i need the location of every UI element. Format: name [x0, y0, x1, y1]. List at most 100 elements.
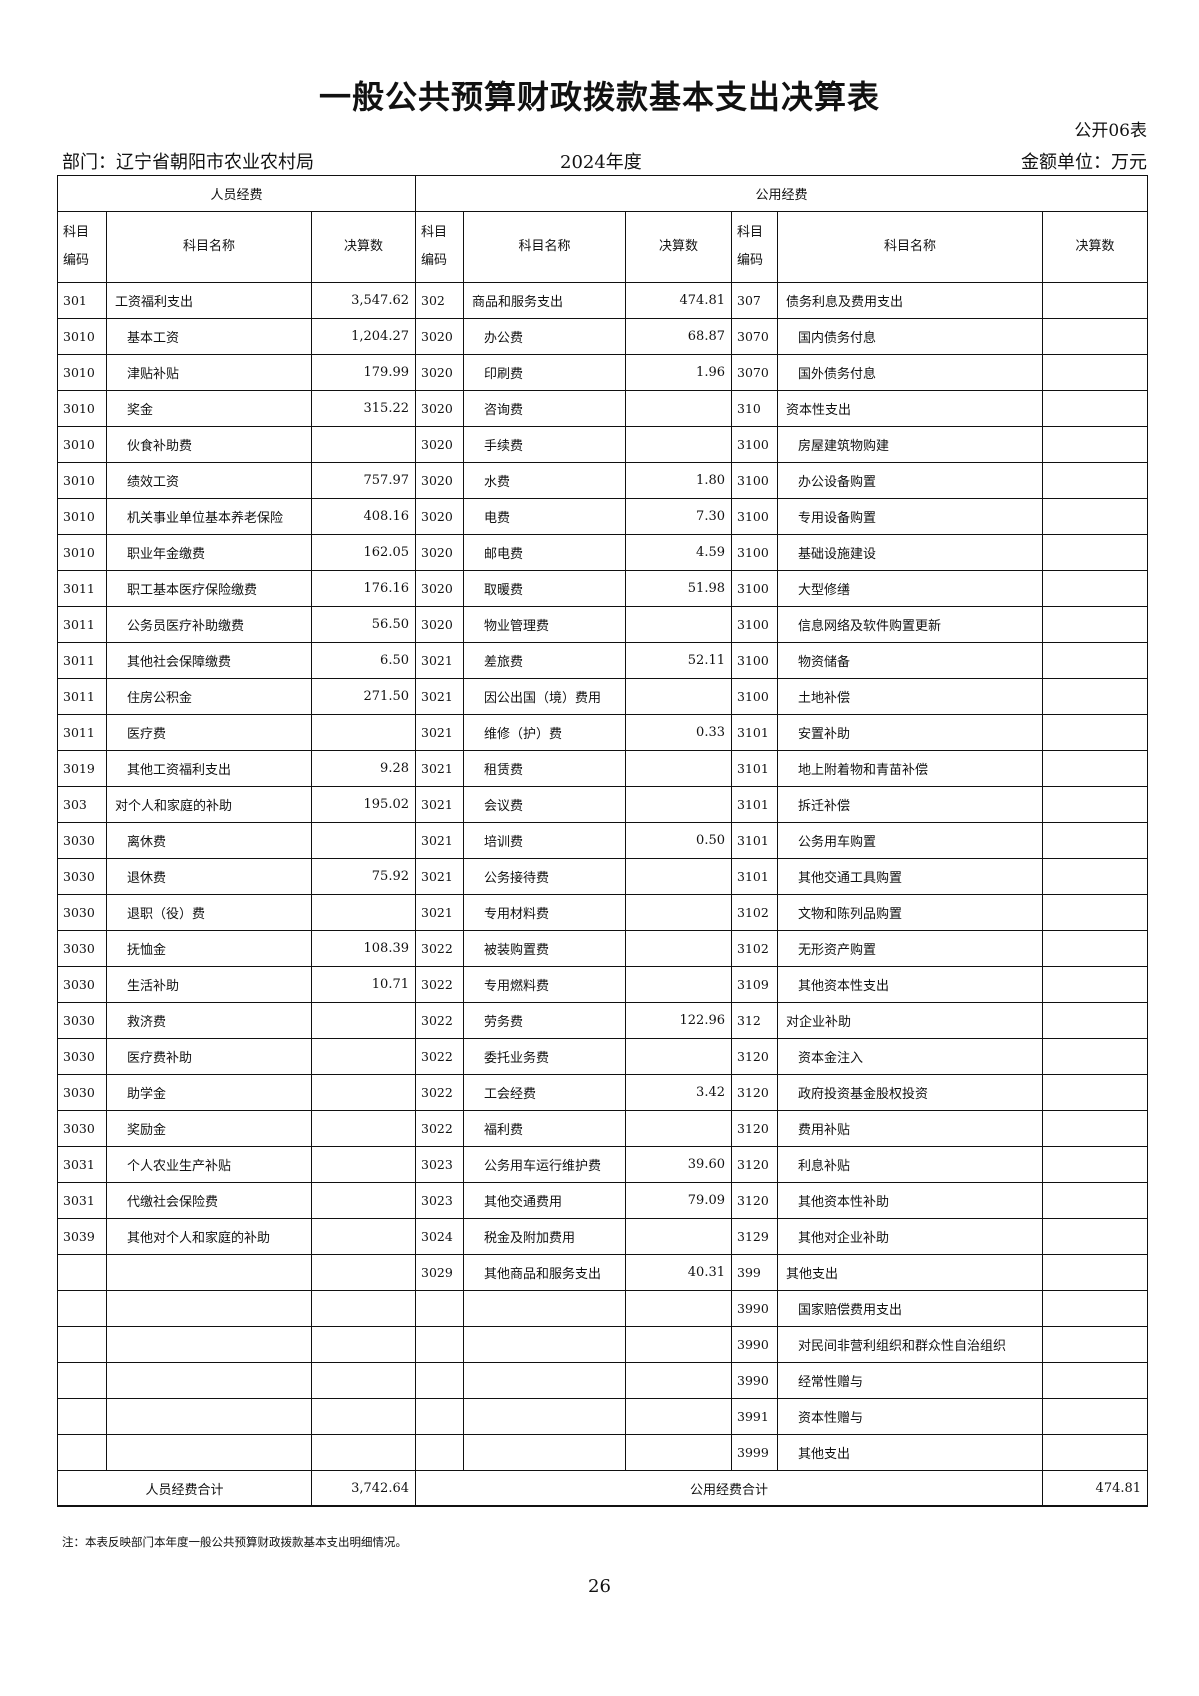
- goods-amount: [625, 426, 732, 463]
- personnel-code: [57, 1290, 107, 1327]
- table-row: 3010 津贴补贴 179.99 3020 印刷费 1.96 3070 国外债务付息: [57, 354, 1149, 391]
- amount-unit: 金额单位：万元: [1021, 152, 1147, 173]
- goods-amount: 0.50: [625, 822, 732, 859]
- goods-name: 印刷费: [463, 354, 626, 391]
- goods-code: 3021: [415, 750, 464, 787]
- goods-code: 3021: [415, 714, 464, 751]
- table-row: 3011 其他社会保障缴费 6.50 3021 差旅费 52.11 3100 物资储备: [57, 642, 1149, 679]
- other-code: 3101: [731, 858, 778, 895]
- other-name: 信息网络及软件购置更新: [777, 606, 1043, 643]
- personnel-name: 代缴社会保险费: [106, 1182, 312, 1219]
- other-code: 3100: [731, 498, 778, 535]
- other-name: 资本性支出: [777, 390, 1043, 427]
- footnote: 注：本表反映部门本年度一般公共预算财政拨款基本支出明细情况。: [62, 1535, 407, 1549]
- other-name: 土地补偿: [777, 678, 1043, 715]
- goods-code: 3021: [415, 678, 464, 715]
- personnel-amount: [311, 1182, 416, 1219]
- personnel-amount: [311, 1218, 416, 1255]
- table-row: 3011 医疗费 3021 维修（护）费 0.33 3101 安置补助: [57, 714, 1149, 751]
- other-name: 基础设施建设: [777, 534, 1043, 571]
- goods-amount: 68.87: [625, 318, 732, 355]
- other-code: 312: [731, 1002, 778, 1039]
- other-amount: [1041, 1290, 1149, 1327]
- goods-code: 3022: [415, 1002, 464, 1039]
- goods-name: 福利费: [463, 1110, 626, 1147]
- goods-code: [415, 1398, 464, 1435]
- goods-amount: [625, 1110, 732, 1147]
- personnel-amount: [311, 1038, 416, 1075]
- personnel-code: [57, 1254, 107, 1291]
- personnel-name: 公务员医疗补助缴费: [106, 606, 312, 643]
- goods-amount: 79.09: [625, 1182, 732, 1219]
- other-name: 对企业补助: [777, 1002, 1043, 1039]
- goods-code: 3022: [415, 930, 464, 967]
- goods-code: 3020: [415, 570, 464, 607]
- table-row: 303 对个人和家庭的补助 195.02 3021 会议费 3101 拆迁补偿: [57, 786, 1149, 823]
- goods-code: 3029: [415, 1254, 464, 1291]
- col-name: 科目名称: [777, 211, 1043, 283]
- other-code: 3120: [731, 1074, 778, 1111]
- goods-name: 培训费: [463, 822, 626, 859]
- personnel-name: 生活补助: [106, 966, 312, 1003]
- goods-amount: 122.96: [625, 1002, 732, 1039]
- goods-amount: [625, 390, 732, 427]
- personnel-name: 退休费: [106, 858, 312, 895]
- personnel-name: 津贴补贴: [106, 354, 312, 391]
- table-row: 3991 资本性赠与: [57, 1398, 1149, 1435]
- other-code: 3990: [731, 1290, 778, 1327]
- personnel-amount: 757.97: [311, 462, 416, 499]
- other-name: 地上附着物和青苗补偿: [777, 750, 1043, 787]
- other-amount: [1041, 1002, 1149, 1039]
- public-total-label: 公用经费合计: [415, 1470, 1043, 1507]
- other-name: 其他资本性支出: [777, 966, 1043, 1003]
- other-amount: [1041, 930, 1149, 967]
- other-amount: [1041, 858, 1149, 895]
- personnel-name: 救济费: [106, 1002, 312, 1039]
- other-name: 资本金注入: [777, 1038, 1043, 1075]
- personnel-code: 3030: [57, 822, 107, 859]
- goods-amount: 4.59: [625, 534, 732, 571]
- goods-amount: [625, 750, 732, 787]
- personnel-amount: 75.92: [311, 858, 416, 895]
- table-row: 3030 抚恤金 108.39 3022 被装购置费 3102 无形资产购置: [57, 930, 1149, 967]
- personnel-code: 3010: [57, 426, 107, 463]
- table-row: 3011 住房公积金 271.50 3021 因公出国（境）费用 3100 土地补偿: [57, 678, 1149, 715]
- department: 部门：辽宁省朝阳市农业农村局: [62, 152, 314, 173]
- goods-name: 劳务费: [463, 1002, 626, 1039]
- goods-code: 302: [415, 282, 464, 319]
- personnel-code: 3010: [57, 318, 107, 355]
- table-row: 3031 个人农业生产补贴 3023 公务用车运行维护费 39.60 3120 利息补贴: [57, 1146, 1149, 1183]
- goods-amount: [625, 930, 732, 967]
- page-title: 一般公共预算财政拨款基本支出决算表: [318, 78, 880, 116]
- table-row: 3010 职业年金缴费 162.05 3020 邮电费 4.59 3100 基础设施建设: [57, 534, 1149, 571]
- other-name: 国家赔偿费用支出: [777, 1290, 1043, 1327]
- table-row: 3010 伙食补助费 3020 手续费 3100 房屋建筑物购建: [57, 426, 1149, 463]
- other-name: 其他支出: [777, 1254, 1043, 1291]
- other-name: 国外债务付息: [777, 354, 1043, 391]
- goods-amount: 40.31: [625, 1254, 732, 1291]
- personnel-code: 3030: [57, 1038, 107, 1075]
- personnel-amount: [311, 1326, 416, 1363]
- goods-name: 办公费: [463, 318, 626, 355]
- personnel-amount: [311, 1398, 416, 1435]
- personnel-code: 3019: [57, 750, 107, 787]
- goods-name: 商品和服务支出: [463, 282, 626, 319]
- personnel-code: 3011: [57, 678, 107, 715]
- personnel-name: 职工基本医疗保险缴费: [106, 570, 312, 607]
- personnel-amount: 271.50: [311, 678, 416, 715]
- other-code: 3101: [731, 714, 778, 751]
- other-amount: [1041, 786, 1149, 823]
- other-code: 3100: [731, 606, 778, 643]
- other-name: 费用补贴: [777, 1110, 1043, 1147]
- table-row: 3010 绩效工资 757.97 3020 水费 1.80 3100 办公设备购置: [57, 462, 1149, 499]
- other-name: 经常性赠与: [777, 1362, 1043, 1399]
- personnel-name: 医疗费补助: [106, 1038, 312, 1075]
- personnel-name: [106, 1326, 312, 1363]
- other-amount: [1041, 318, 1149, 355]
- goods-code: 3022: [415, 1074, 464, 1111]
- public-total-value: 474.81: [1041, 1470, 1149, 1507]
- col-name: 科目名称: [106, 211, 312, 283]
- personnel-name: 抚恤金: [106, 930, 312, 967]
- personnel-code: [57, 1362, 107, 1399]
- personnel-amount: [311, 1074, 416, 1111]
